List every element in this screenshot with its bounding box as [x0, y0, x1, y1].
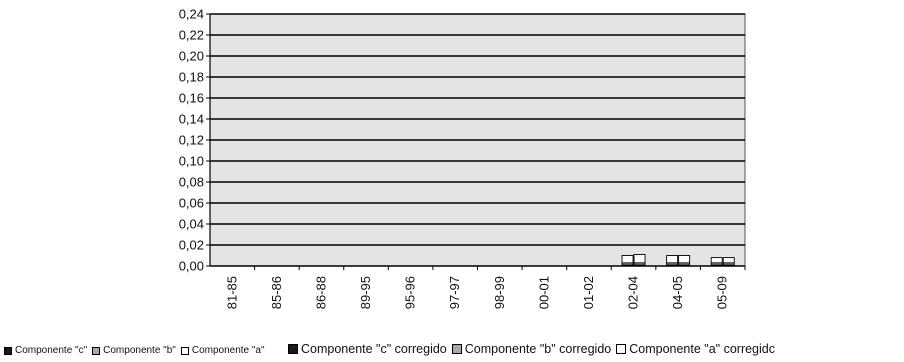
x-tick-label: 86-88: [313, 276, 328, 309]
bar-segment: [678, 255, 691, 264]
legend-swatch-a: [180, 346, 189, 355]
y-tick-label: 0,20: [179, 49, 204, 64]
legend-item: Componente "c" corregido: [288, 342, 447, 356]
bar-segment: [633, 253, 646, 264]
legend-swatch-b-corregido: [451, 344, 462, 354]
legend-swatch-a-corregido: [616, 344, 627, 354]
legend-label-b-corregido: Componente "b" corregido: [464, 342, 612, 356]
gridlines: [210, 13, 745, 246]
x-tick-label: 89-95: [358, 276, 373, 309]
y-tick-label: 0,06: [179, 196, 204, 211]
x-tick-label: 05-09: [715, 276, 730, 309]
x-tick-label: 02-04: [626, 276, 641, 309]
legend-item: Componente "c": [4, 345, 87, 356]
y-tick-label: 0,24: [179, 7, 204, 22]
legend-label-c: Componente "c": [15, 345, 88, 356]
legend-label-a-corregido: Componente "a" corregidc: [629, 342, 775, 356]
y-tick-label: 0,12: [179, 133, 204, 148]
legend-group-corrigido: Componente "c" corregido Componente "b" …: [288, 342, 780, 356]
bar-segment: [722, 257, 735, 264]
x-tick-label: 04-05: [670, 276, 685, 309]
legend-swatch-c-corregido: [288, 344, 298, 354]
legend-swatch-c: [4, 346, 12, 355]
x-tick-label: 00-01: [536, 276, 551, 309]
y-tick-label: 0,18: [179, 70, 204, 85]
y-tick-label: 0,00: [179, 259, 204, 274]
legend-label-c-corregido: Componente "c" corregido: [301, 342, 447, 356]
x-tick-label: 81-85: [224, 276, 239, 309]
legend-item: Componente "a": [180, 345, 265, 356]
legend-group-original: Componente "c" Componente "b" Componente…: [4, 345, 270, 356]
legend: Componente "c" Componente "b" Componente…: [4, 340, 904, 360]
legend-swatch-b: [92, 346, 101, 355]
y-tick-label: 0,16: [179, 91, 204, 106]
legend-item: Componente "b": [92, 345, 176, 356]
bar-segment: [621, 255, 634, 264]
bars: [621, 253, 735, 267]
y-tick-label: 0,14: [179, 112, 204, 127]
x-tick-label: 97-97: [447, 276, 462, 309]
x-tick-label: 85-86: [269, 276, 284, 309]
legend-label-a: Componente "a": [191, 345, 265, 356]
legend-label-b: Componente "b": [103, 345, 176, 356]
y-tick-label: 0,10: [179, 154, 204, 169]
x-tick-label: 01-02: [581, 276, 596, 309]
chart: 0,00 0,02 0,04 0,06 0,08 0,10 0,12 0,14 0,16 0,18…: [179, 7, 746, 309]
bar-segment: [666, 255, 679, 264]
legend-item: Componente "b" corregido: [451, 342, 612, 356]
legend-item: Componente "a" corregidc: [616, 342, 775, 356]
y-tick-label: 0,22: [179, 28, 204, 43]
y-tick-label: 0,02: [179, 238, 204, 253]
x-tick-label: 95-96: [403, 276, 418, 309]
x-tick-label: 98-99: [492, 276, 507, 309]
y-tick-label: 0,04: [179, 217, 204, 232]
y-tick-label: 0,08: [179, 175, 204, 190]
x-axis: 81-85 85-86 86-88 89-95 95-96 97-97 98-99 00-01…: [224, 266, 746, 309]
bar-segment: [710, 257, 723, 264]
